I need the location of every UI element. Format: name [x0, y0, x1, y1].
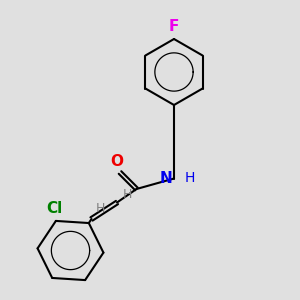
Text: H: H	[122, 188, 132, 201]
Text: O: O	[110, 154, 124, 169]
Text: N: N	[160, 171, 172, 186]
Text: H: H	[184, 172, 195, 185]
Text: Cl: Cl	[46, 201, 62, 216]
Text: F: F	[169, 19, 179, 34]
Text: H: H	[96, 202, 105, 215]
